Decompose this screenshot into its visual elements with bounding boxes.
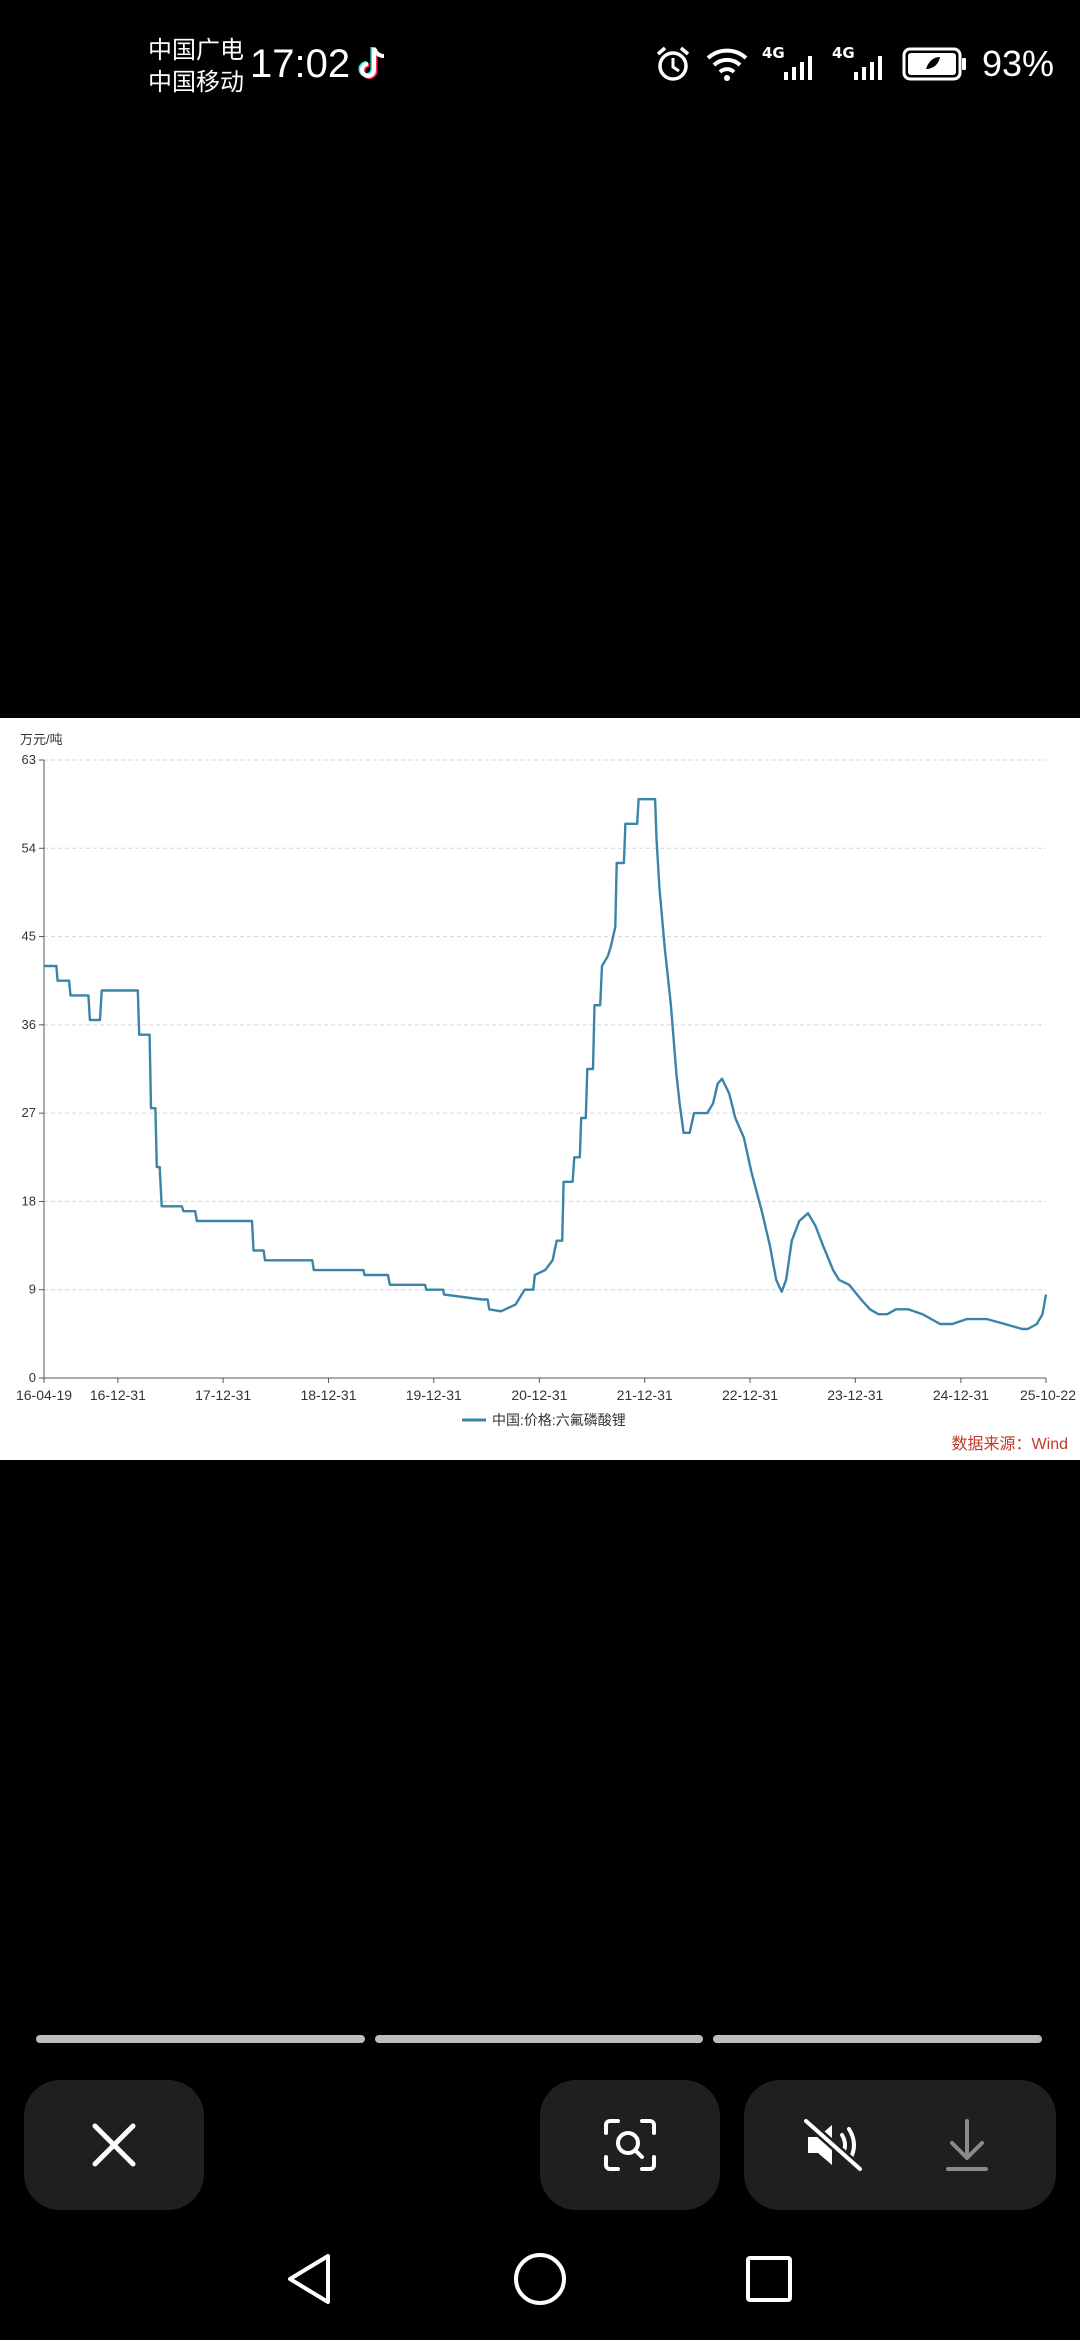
signal-2: 4G xyxy=(832,44,888,84)
legend-label: 中国:价格:六氟磷酸锂 xyxy=(492,1412,626,1428)
y-tick-label: 63 xyxy=(22,752,36,767)
back-icon[interactable] xyxy=(284,2252,334,2306)
download-icon[interactable] xyxy=(942,2117,992,2173)
carrier-labels: 中国广电 中国移动 xyxy=(148,34,244,98)
close-icon xyxy=(92,2123,136,2167)
network-type-1: 4G xyxy=(761,44,785,62)
wifi-icon xyxy=(706,48,748,81)
close-button[interactable] xyxy=(24,2080,204,2210)
y-tick-label: 27 xyxy=(22,1105,36,1120)
progress-segment xyxy=(374,2035,704,2043)
x-tick-label: 19-12-31 xyxy=(406,1387,462,1403)
progress-segment xyxy=(713,2035,1043,2043)
y-tick-label: 54 xyxy=(22,840,36,855)
y-tick-label: 9 xyxy=(29,1282,36,1297)
x-tick-label: 21-12-31 xyxy=(617,1387,673,1403)
source-note: 数据来源：Wind xyxy=(951,1436,1068,1453)
x-tick-label: 16-04-19 xyxy=(16,1387,72,1403)
progress-segment xyxy=(36,2035,365,2043)
x-tick-label: 25-10-22 xyxy=(1020,1387,1076,1403)
scan-button[interactable] xyxy=(540,2080,720,2210)
status-bar: 中国广电 中国移动 17:02 4G 4G xyxy=(0,0,1080,140)
navigation-bar xyxy=(0,2240,1080,2340)
carrier-1: 中国广电 xyxy=(148,36,244,64)
x-tick-label: 23-12-31 xyxy=(827,1387,883,1403)
signal-icon xyxy=(783,56,812,80)
media-controls xyxy=(744,2080,1056,2210)
mute-icon[interactable] xyxy=(802,2117,866,2173)
x-tick-label: 22-12-31 xyxy=(722,1387,778,1403)
network-type-2: 4G xyxy=(831,44,855,62)
battery-icon xyxy=(902,47,966,81)
alarm-icon xyxy=(656,46,690,81)
signal-icon xyxy=(853,56,882,80)
x-tick-label: 24-12-31 xyxy=(933,1387,989,1403)
x-tick-label: 18-12-31 xyxy=(300,1387,356,1403)
price-line-chart: 万元/吨 0 9 18 27 36 45 54 63 16-04-19 16-12-31 17-12-… xyxy=(16,732,1076,1428)
tiktok-icon xyxy=(358,47,385,79)
y-tick-label: 45 xyxy=(22,929,36,944)
scan-icon xyxy=(604,2119,656,2171)
x-tick-label: 16-12-31 xyxy=(90,1387,146,1403)
signal-1: 4G xyxy=(762,44,818,84)
y-axis-unit: 万元/吨 xyxy=(20,732,63,747)
chart-image: 万元/吨 0 9 18 27 36 45 54 63 16-04-19 16-12-31 17-12-… xyxy=(0,718,1080,1460)
clock: 17:02 xyxy=(250,42,351,86)
y-tick-label: 0 xyxy=(29,1370,36,1385)
recents-icon[interactable] xyxy=(745,2255,793,2303)
series-line xyxy=(44,797,1048,1331)
x-tick-label: 20-12-31 xyxy=(511,1387,567,1403)
home-icon[interactable] xyxy=(512,2251,568,2307)
y-tick-label: 36 xyxy=(22,1017,36,1032)
story-progress xyxy=(36,2035,1043,2043)
carrier-2: 中国移动 xyxy=(148,68,244,96)
y-tick-label: 18 xyxy=(22,1193,36,1208)
x-tick-label: 17-12-31 xyxy=(195,1387,251,1403)
battery-percent: 93% xyxy=(981,43,1054,84)
status-icons: 4G 4G 93% xyxy=(654,42,1054,86)
